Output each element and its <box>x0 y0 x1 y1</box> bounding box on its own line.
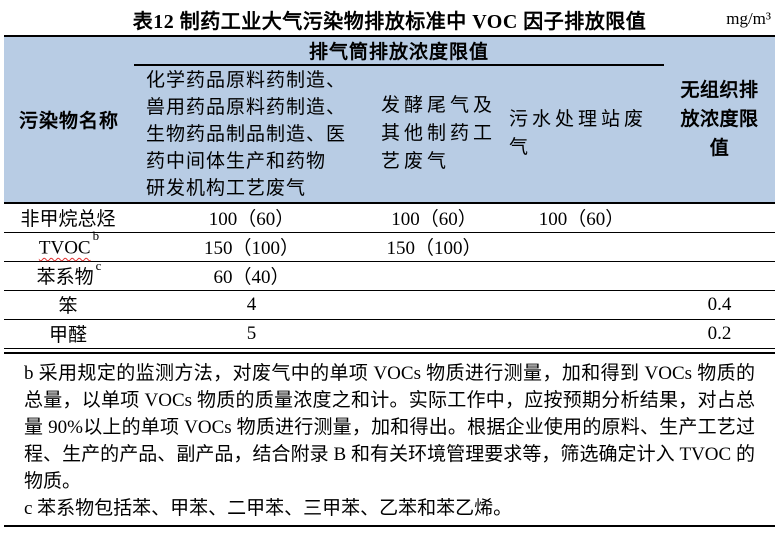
header-fermentation-waste-gas: 发酵尾气及 其他制药工 艺废气 <box>369 65 499 204</box>
table-row-benzene-series: 苯系物c 60（40） <box>4 257 776 291</box>
title-row: 表12 制药工业大气污染物排放标准中 VOC 因子排放限值 mg/m³ <box>4 5 775 33</box>
table-row-formaldehyde: 甲醛 5 0.2 <box>4 319 776 349</box>
table-row-nmhc: 非甲烷总烃 100（60） 100（60） 100（60） <box>4 203 776 233</box>
value-cell <box>369 290 499 320</box>
header-fugitive-emission-limit: 无组织排 放浓度限 值 <box>664 36 776 204</box>
value-cell <box>664 261 776 291</box>
value-cell <box>369 319 499 349</box>
value-cell <box>499 261 665 291</box>
value-cell <box>369 261 499 291</box>
pollutant-label: TVOC <box>38 237 91 259</box>
voc-emission-limits-table: 污染物名称 排气筒排放浓度限值 无组织排 放浓度限 值 化学药品原料药制造、 兽… <box>4 35 776 349</box>
value-cell: 0.4 <box>664 290 776 320</box>
header-chemical-api-waste-gas: 化学药品原料药制造、 兽用药品原料药制造、 生物药品制品制造、医 药中间体生产和… <box>134 65 369 204</box>
footnote-b: b 采用规定的监测方法，对废气中的单项 VOCs 物质进行测量，加和得到 VOC… <box>24 362 755 492</box>
footnote-marker: c <box>95 257 102 273</box>
pollutant-label: 甲醛 <box>48 325 87 346</box>
value-cell: 60（40） <box>134 261 369 291</box>
value-cell: 5 <box>134 319 369 349</box>
table-row-benzene: 笨 4 0.4 <box>4 290 776 320</box>
value-cell <box>499 319 665 349</box>
pollutant-name-cell: 非甲烷总烃 <box>4 203 134 233</box>
pollutant-label: 非甲烷总烃 <box>20 209 116 231</box>
value-cell: 150（100） <box>369 232 499 262</box>
value-cell <box>499 290 665 320</box>
header-wastewater-station-gas: 污水处理站废 气 <box>499 65 665 204</box>
value-cell: 100（60） <box>134 203 369 233</box>
unit-label: mg/m³ <box>726 9 771 28</box>
footnotes: b 采用规定的监测方法，对废气中的单项 VOCs 物质进行测量，加和得到 VOC… <box>24 360 755 522</box>
pollutant-name-cell: 苯系物c <box>4 257 134 291</box>
footnote-marker: b <box>92 227 100 243</box>
value-cell <box>664 203 776 233</box>
table-bottom-rule <box>4 351 775 354</box>
value-cell: 100（60） <box>369 203 499 233</box>
value-cell: 0.2 <box>664 319 776 349</box>
header-stack-emission-limit: 排气筒排放浓度限值 <box>134 36 665 66</box>
pollutant-name-cell: 笨 <box>4 290 134 320</box>
value-cell <box>499 232 665 262</box>
footnote-c: c 苯系物包括苯、甲苯、二甲苯、三甲苯、乙苯和苯乙烯。 <box>24 497 513 519</box>
page-bottom-rule <box>4 524 775 527</box>
value-cell <box>664 232 776 262</box>
document-page: 表12 制药工业大气污染物排放标准中 VOC 因子排放限值 mg/m³ 污染物名… <box>4 5 776 527</box>
value-cell: 150（100） <box>134 232 369 262</box>
pollutant-label: 苯系物 <box>36 267 94 288</box>
value-cell: 4 <box>134 290 369 320</box>
table-header: 污染物名称 排气筒排放浓度限值 无组织排 放浓度限 值 化学药品原料药制造、 兽… <box>4 36 776 204</box>
pollutant-name-cell: 甲醛 <box>4 319 134 349</box>
value-cell: 100（60） <box>499 203 665 233</box>
header-pollutant-name: 污染物名称 <box>4 36 134 204</box>
table-row-tvoc: TVOCb 150（100） 150（100） <box>4 228 776 262</box>
table-title: 表12 制药工业大气污染物排放标准中 VOC 因子排放限值 <box>132 11 647 33</box>
pollutant-label: 笨 <box>58 296 78 317</box>
pollutant-name-cell: TVOCb <box>4 228 134 262</box>
